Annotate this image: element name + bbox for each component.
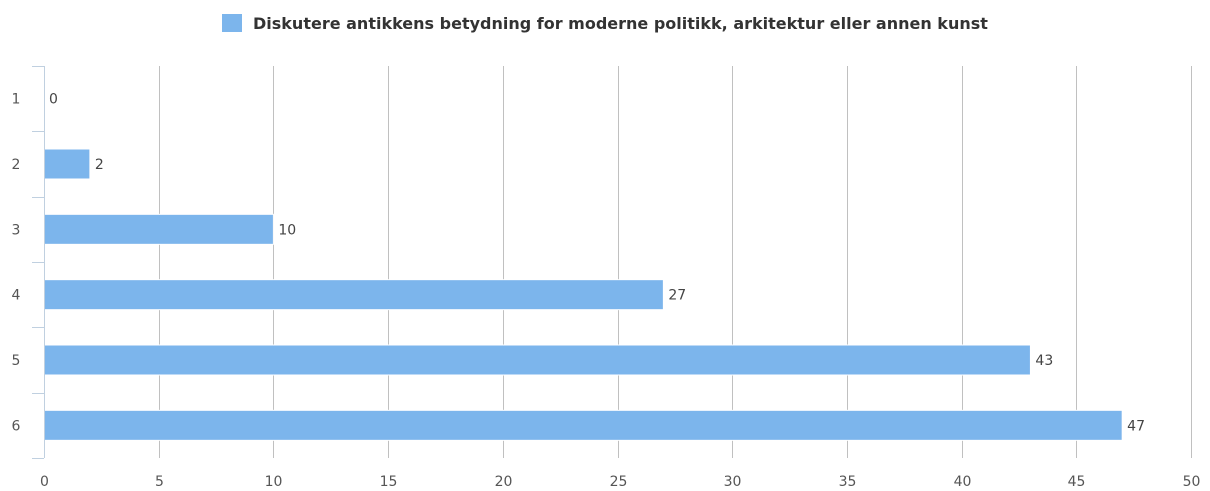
x-tick-label-35: 35 — [839, 474, 857, 490]
data-label-6: 47 — [1127, 418, 1145, 434]
legend-label: Diskutere antikkens betydning for modern… — [253, 14, 988, 33]
y-tick-label-5: 5 — [12, 353, 21, 369]
data-labels: 0 2 10 27 43 47 — [49, 92, 1145, 435]
data-label-2: 2 — [95, 157, 104, 173]
legend[interactable]: Diskutere antikkens betydning for modern… — [222, 14, 988, 33]
x-tick-label-20: 20 — [495, 474, 513, 490]
data-label-1: 0 — [49, 92, 58, 108]
x-tick-label-15: 15 — [380, 474, 398, 490]
y-tick-label-6: 6 — [12, 418, 21, 434]
bar-6[interactable] — [43, 409, 1123, 441]
data-label-5: 43 — [1035, 353, 1053, 369]
y-tick-label-1: 1 — [12, 92, 21, 108]
x-tick-label-10: 10 — [265, 474, 283, 490]
x-tick-label-5: 5 — [155, 474, 164, 490]
x-tick-label-50: 50 — [1183, 474, 1201, 490]
bars — [43, 148, 1123, 441]
y-tick-label-3: 3 — [12, 222, 21, 238]
gridlines — [159, 66, 1192, 458]
bar-4[interactable] — [43, 279, 664, 311]
y-tick-label-2: 2 — [12, 157, 21, 173]
legend-swatch — [222, 14, 242, 32]
data-label-3: 10 — [278, 222, 296, 238]
x-tick-label-30: 30 — [724, 474, 742, 490]
bar-5[interactable] — [43, 344, 1031, 376]
bar-2[interactable] — [43, 148, 91, 180]
bar-3[interactable] — [43, 213, 274, 245]
data-label-4: 27 — [668, 288, 686, 304]
x-tick-label-40: 40 — [954, 474, 972, 490]
x-tick-label-45: 45 — [1068, 474, 1086, 490]
x-tick-label-25: 25 — [610, 474, 628, 490]
y-tick-label-4: 4 — [12, 288, 21, 304]
x-tick-label-0: 0 — [40, 474, 49, 490]
